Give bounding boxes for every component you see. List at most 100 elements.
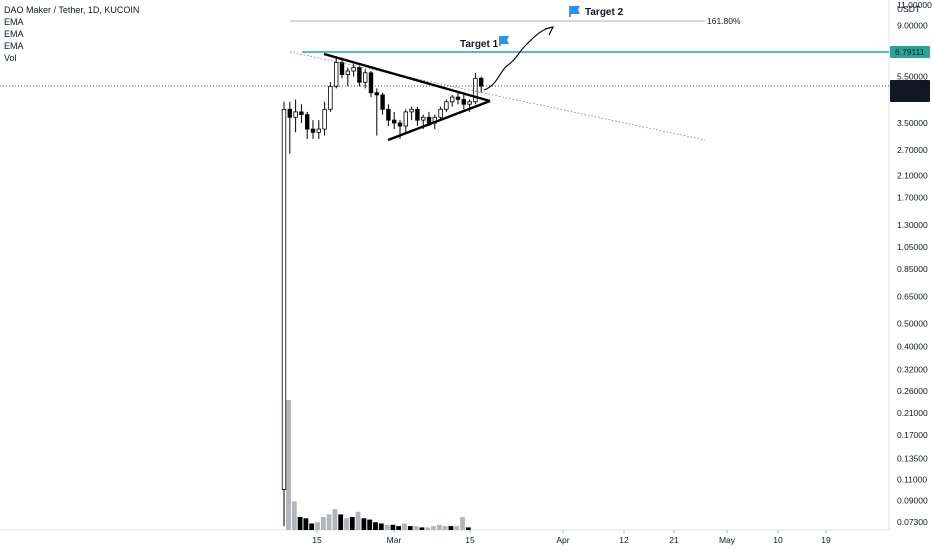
candle-body: [304, 114, 310, 130]
candles: [281, 56, 484, 527]
price-tick-label: 0.32000: [897, 365, 928, 375]
candle-body: [415, 108, 420, 121]
candle-body: [403, 111, 408, 127]
last-price-badge: 5.00088 16:54:07: [890, 80, 930, 102]
candle-body: [444, 101, 449, 110]
last-price-badge-text: 5.00088: [895, 81, 926, 91]
candle-body: [380, 94, 385, 110]
currency-label: USDT: [897, 4, 920, 14]
time-tick-label: 21: [669, 535, 679, 545]
price-tick-label: 1.30000: [897, 220, 928, 230]
volume-bar: [419, 527, 425, 530]
candle-body: [386, 108, 391, 121]
candle-body: [391, 119, 397, 124]
candle-body: [287, 108, 292, 118]
price-tick-label: 2.70000: [897, 145, 928, 155]
candle-body: [345, 70, 350, 75]
candle-body: [438, 108, 443, 118]
volume-bar: [320, 517, 326, 530]
volume-bar: [413, 526, 419, 530]
flag-icon-cloth: [500, 36, 509, 44]
candle-body: [478, 77, 484, 87]
volume-bar: [454, 526, 460, 530]
triangle-upper-line[interactable]: [323, 52, 491, 103]
price-tick-label: 0.65000: [897, 292, 928, 302]
volume-bar: [297, 517, 303, 530]
trendline-dotted[interactable]: [289, 51, 706, 141]
volume-bar: [460, 517, 465, 530]
candle-body: [322, 108, 327, 130]
volume-bar: [465, 527, 471, 530]
target-1-marker[interactable]: Target 1: [460, 36, 509, 50]
candle-body: [310, 128, 316, 133]
volume-bar: [361, 518, 367, 530]
fib-level-label: 161.80%: [707, 16, 741, 26]
volume-bar: [315, 522, 320, 530]
volume-bar: [326, 514, 332, 530]
time-tick-label: May: [719, 535, 736, 545]
volume-bar: [338, 514, 344, 530]
candle-body: [351, 67, 356, 72]
volume-bar: [291, 501, 297, 530]
volume-bar: [436, 524, 442, 530]
price-tick-label: 0.40000: [897, 342, 928, 352]
price-tick-label: 0.11000: [897, 475, 927, 485]
resistance-badge-text: 6.79111: [895, 47, 925, 57]
candle-body: [374, 92, 379, 96]
price-tick-label: 1.70000: [897, 193, 928, 203]
candle-body: [397, 122, 403, 127]
candle-body: [455, 96, 461, 100]
time-tick-label: 19: [821, 535, 831, 545]
resistance-badge-bg: [890, 46, 930, 58]
resistance-price-badge: 6.79111: [890, 46, 930, 58]
time-tick-label: Apr: [556, 535, 569, 545]
candle-body: [368, 72, 374, 94]
volume-bar: [332, 509, 338, 530]
volume-bar: [396, 526, 402, 530]
price-tick-label: 3.50000: [897, 118, 928, 128]
triangle-lower-line[interactable]: [387, 99, 491, 142]
volume-bar: [431, 526, 436, 530]
price-tick-label: 11.00000: [897, 0, 932, 10]
price-tick-label: 0.26000: [897, 386, 928, 396]
target-1-label: Target 1: [460, 39, 499, 50]
time-axis-labels: 15 Mar 15 Apr 12 21 May 10 19: [312, 530, 831, 545]
candle-body: [420, 116, 426, 121]
projection-path[interactable]: [483, 26, 553, 91]
price-tick-label: 0.17000: [897, 430, 928, 440]
symbol-title[interactable]: DAO Maker / Tether, 1D, KUCOIN: [4, 5, 140, 15]
volume-bar: [442, 526, 448, 530]
projection-arrowhead: [544, 26, 555, 36]
volume-bar: [286, 400, 291, 530]
target-2-marker[interactable]: Target 2: [569, 6, 624, 18]
volume-bar: [344, 518, 349, 530]
volume-bars: [286, 400, 471, 530]
time-tick-label: Mar: [387, 535, 402, 545]
candle-body: [426, 116, 432, 124]
candle-body: [281, 108, 287, 490]
indicator-ema-2[interactable]: EMA: [4, 29, 24, 39]
chart-legend: DAO Maker / Tether, 1D, KUCOIN EMA EMA E…: [4, 4, 139, 64]
time-tick-label: 10: [773, 535, 783, 545]
candle-body: [409, 108, 414, 113]
volume-bar: [303, 518, 309, 530]
price-tick-label: 0.07300: [897, 517, 928, 527]
indicator-vol[interactable]: Vol: [4, 53, 17, 63]
candle-body: [299, 111, 304, 116]
price-tick-label: 0.13500: [897, 454, 928, 464]
volume-bar: [448, 526, 454, 530]
indicator-ema-3[interactable]: EMA: [4, 41, 24, 51]
countdown-text: 16:54:07: [895, 91, 928, 101]
candle-body: [473, 77, 478, 103]
candle-body: [461, 99, 466, 105]
volume-bar: [425, 527, 431, 530]
price-axis-labels: 11.00000 9.00000 5.50000 3.50000 2.70000 2.10…: [897, 0, 932, 527]
candle-body: [339, 62, 345, 76]
volume-bar: [402, 523, 407, 530]
candle-body: [357, 67, 362, 83]
candle-body: [328, 85, 333, 110]
indicator-ema-1[interactable]: EMA: [4, 17, 24, 27]
volume-bar: [355, 511, 361, 530]
volume-bar: [378, 523, 384, 530]
